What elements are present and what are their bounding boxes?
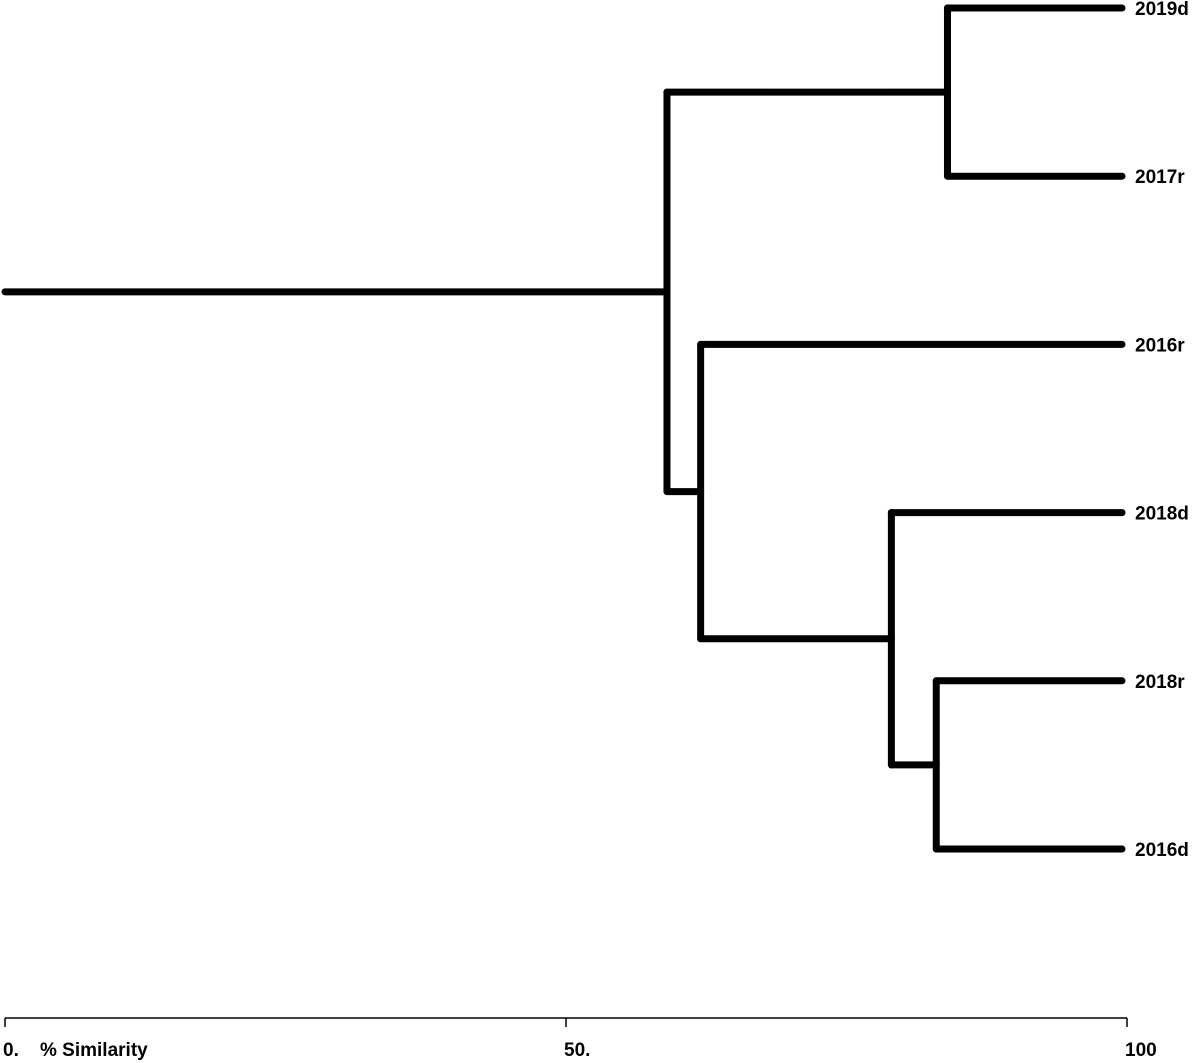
- x-tick-label: 50.: [564, 1040, 590, 1061]
- leaf-label: 2018r: [1135, 672, 1185, 693]
- x-axis-label: % Similarity: [40, 1040, 148, 1061]
- x-tick-label: 100: [1125, 1040, 1157, 1061]
- leaf-label: 2018d: [1135, 504, 1189, 525]
- x-tick-label: 0.: [3, 1040, 19, 1061]
- leaf-label: 2016d: [1135, 840, 1189, 861]
- leaf-label: 2019d: [1135, 0, 1189, 20]
- leaf-label: 2016r: [1135, 335, 1185, 356]
- leaf-label: 2017r: [1135, 167, 1185, 188]
